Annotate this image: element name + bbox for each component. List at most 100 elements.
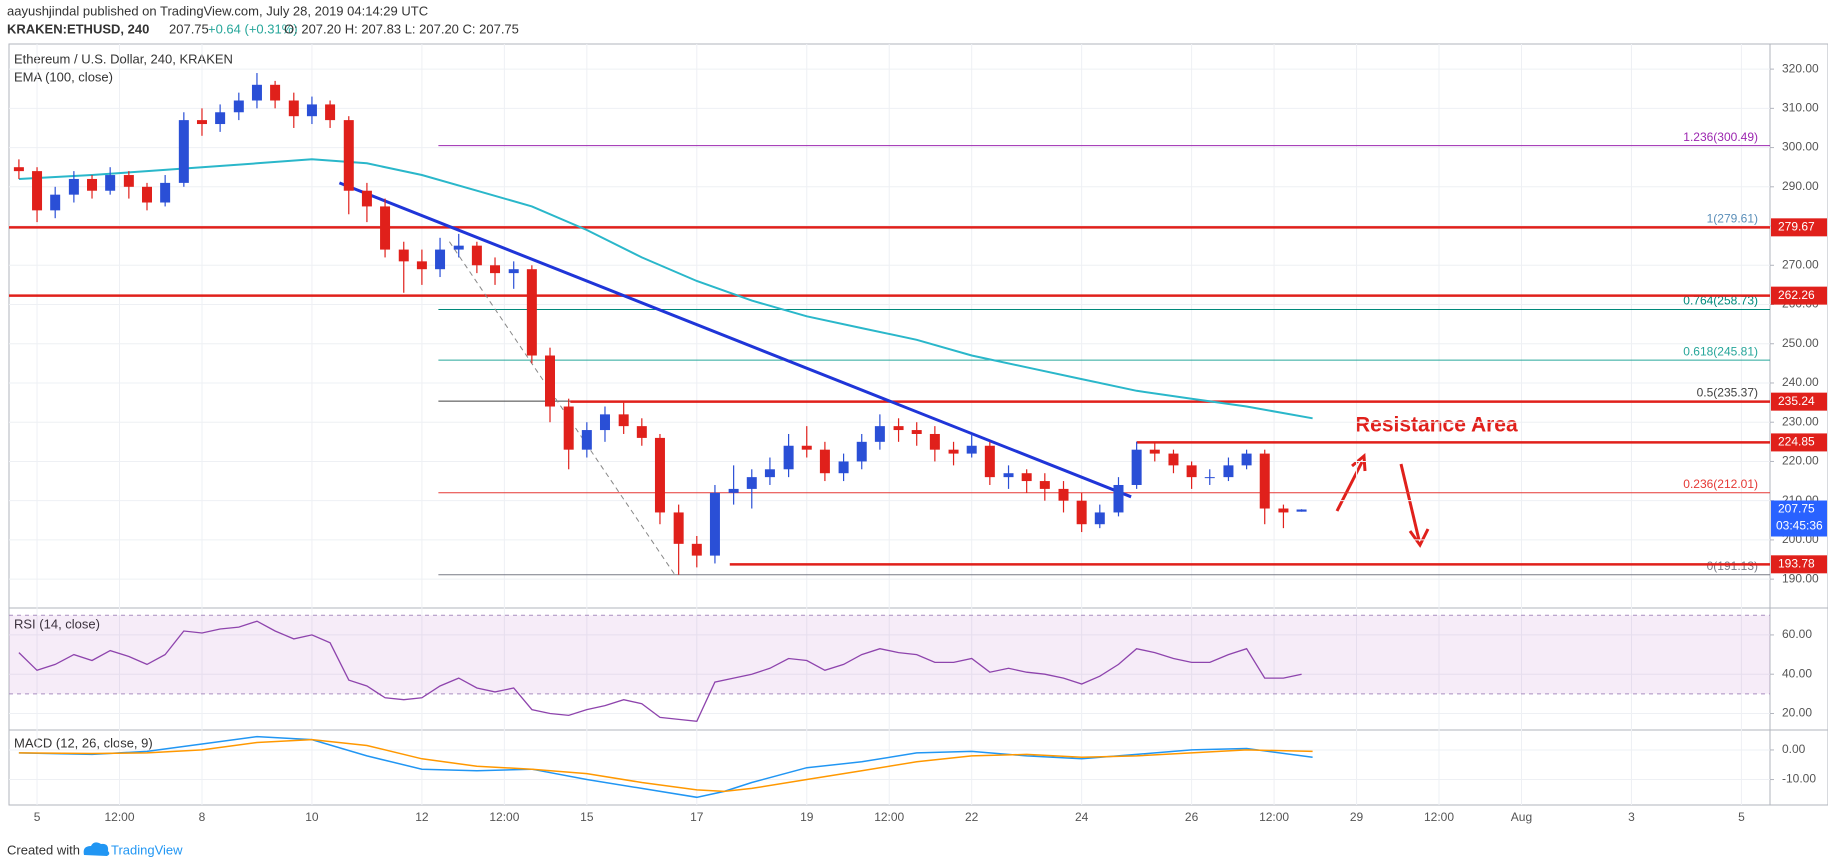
level-label: 262.26 <box>1778 288 1815 302</box>
price: 207.75 <box>169 21 209 36</box>
y-tick-label: 40.00 <box>1782 666 1812 680</box>
candle-body <box>783 445 794 470</box>
symbol: KRAKEN:ETHUSD, 240 <box>7 21 149 36</box>
fib-label: 0.764(258.73) <box>1683 294 1758 308</box>
x-tick-label: 26 <box>1185 810 1199 824</box>
y-tick-label: 220.00 <box>1782 454 1819 468</box>
y-tick-label: 250.00 <box>1782 336 1819 350</box>
candle-body <box>105 175 116 191</box>
x-tick-label: 29 <box>1350 810 1364 824</box>
x-tick-label: 22 <box>965 810 979 824</box>
candle-body <box>545 355 556 407</box>
footer-text: Created with <box>7 842 80 857</box>
candle-body <box>160 182 171 203</box>
candle-body <box>123 175 134 187</box>
candle-body <box>288 100 299 117</box>
candle-body <box>526 269 537 356</box>
candle-body <box>1168 453 1179 466</box>
candle-body <box>1076 500 1087 525</box>
y-tick-label: 190.00 <box>1782 571 1819 585</box>
candle-body <box>361 190 372 207</box>
x-tick-label: 19 <box>800 810 814 824</box>
candle-body <box>1278 508 1289 513</box>
candle-body <box>380 206 391 250</box>
candle-body <box>1021 473 1032 482</box>
level-box <box>1771 555 1827 574</box>
candle-body <box>948 449 959 454</box>
x-tick-label: 24 <box>1075 810 1089 824</box>
candle-body <box>233 100 244 113</box>
candle-body <box>1131 449 1142 485</box>
candle-body <box>819 449 830 474</box>
candle-body <box>1223 465 1234 478</box>
candle-body <box>1058 488 1069 501</box>
candle-body <box>966 445 977 454</box>
y-tick-label: 300.00 <box>1782 140 1819 154</box>
candle-body <box>1094 512 1105 525</box>
x-tick-label: 12:00 <box>1259 810 1289 824</box>
candle-body <box>856 441 867 462</box>
level-label: 279.67 <box>1778 220 1815 234</box>
macd-label: MACD (12, 26, close, 9) <box>14 735 153 750</box>
y-tick-label: 310.00 <box>1782 101 1819 115</box>
arrows <box>1335 452 1430 548</box>
x-tick-label: 12 <box>415 810 429 824</box>
x-tick-label: 10 <box>305 810 319 824</box>
rsi-line <box>18 620 1302 722</box>
x-tick-label: 15 <box>580 810 594 824</box>
macd-line <box>18 735 1313 799</box>
candle-body <box>13 167 24 172</box>
candle-body <box>636 426 647 438</box>
candle-body <box>50 194 61 211</box>
candle-body <box>984 445 995 478</box>
candle-body <box>618 414 629 427</box>
candle-body <box>325 104 336 121</box>
countdown: 03:45:36 <box>1776 519 1823 533</box>
x-tick-label: 12:00 <box>489 810 519 824</box>
candle-body <box>251 84 262 101</box>
rsi-band <box>9 615 1770 694</box>
candle-body <box>764 469 775 478</box>
candle-body <box>691 543 702 556</box>
candle-body <box>929 433 940 450</box>
macd-line <box>18 738 1313 793</box>
fib-label: 0.5(235.37) <box>1697 385 1758 399</box>
logo <box>83 842 110 856</box>
arrow-head <box>1408 528 1430 548</box>
y-tick-label: 230.00 <box>1782 414 1819 428</box>
arrow-head <box>1351 452 1367 472</box>
ema-line <box>18 158 1313 420</box>
fib-label: 1(279.61) <box>1707 212 1758 226</box>
candle-body <box>398 249 409 262</box>
y-tick-label: 320.00 <box>1782 61 1819 75</box>
candle-body <box>1149 449 1160 454</box>
candle-body <box>1039 481 1050 489</box>
candle-body <box>1259 453 1270 509</box>
candle-body <box>599 414 610 431</box>
fib-label: 1.236(300.49) <box>1683 130 1758 144</box>
arrow-down <box>1399 463 1421 541</box>
x-tick-label: 17 <box>690 810 704 824</box>
candle-body <box>654 437 665 513</box>
level-label: 193.78 <box>1778 556 1815 570</box>
candle-body <box>270 84 281 101</box>
candle-body <box>196 120 207 125</box>
candle-body <box>178 120 189 183</box>
candle-body <box>68 178 79 195</box>
fib-leg <box>448 241 676 575</box>
x-tick-label: 12:00 <box>874 810 904 824</box>
y-tick-label: 20.00 <box>1782 706 1812 720</box>
ema-label: EMA (100, close) <box>14 69 113 84</box>
brand: TradingView <box>111 842 183 857</box>
publisher: aayushjindal published on TradingView.co… <box>7 3 428 18</box>
candle-body <box>32 171 43 211</box>
candle-body <box>838 461 849 474</box>
y-tick-label: 290.00 <box>1782 179 1819 193</box>
y-tick-label: 270.00 <box>1782 257 1819 271</box>
candle-body <box>1003 473 1014 478</box>
candle-body <box>801 445 812 450</box>
candle-body <box>1204 477 1215 479</box>
candle-body <box>1113 484 1124 513</box>
